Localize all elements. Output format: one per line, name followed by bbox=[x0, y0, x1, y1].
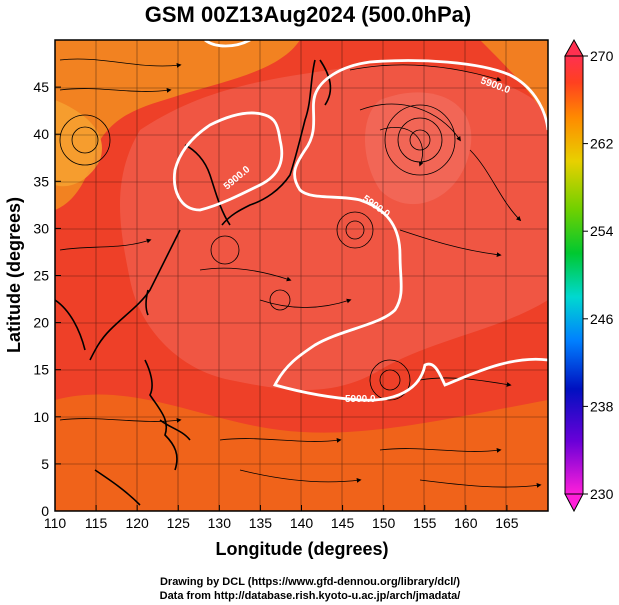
x-tick-label: 145 bbox=[331, 515, 355, 531]
y-tick-label: 30 bbox=[33, 220, 49, 236]
colorbar-top-triangle bbox=[564, 38, 584, 57]
x-tick-label: 115 bbox=[85, 515, 108, 531]
x-tick-label: 165 bbox=[495, 515, 519, 531]
streamlines bbox=[59, 58, 542, 488]
colorbar-tick-label: 270 bbox=[590, 48, 614, 64]
y-tick-label: 35 bbox=[33, 173, 49, 189]
y-tick-label: 5 bbox=[41, 456, 49, 472]
y-tick-label: 25 bbox=[33, 268, 49, 284]
y-tick-labels: 0 5 10 15 20 25 30 35 40 45 bbox=[33, 79, 49, 519]
coastlines bbox=[55, 59, 332, 506]
colorbar-bottom-triangle bbox=[564, 493, 584, 513]
y-tick-label: 0 bbox=[41, 503, 49, 519]
x-tick-label: 125 bbox=[167, 515, 191, 531]
y-tick-marks bbox=[55, 86, 61, 512]
colorbar-tick-label: 262 bbox=[590, 136, 614, 152]
x-tick-labels: 110 115 120 125 130 135 140 145 150 155 160 165 bbox=[44, 515, 519, 531]
x-tick-label: 160 bbox=[454, 515, 478, 531]
y-tick-label: 45 bbox=[33, 79, 49, 95]
x-tick-label: 120 bbox=[125, 515, 149, 531]
colorbar-gradient bbox=[564, 55, 584, 495]
x-tick-label: 150 bbox=[372, 515, 396, 531]
x-axis-title: Longitude (degrees) bbox=[215, 539, 388, 559]
x-tick-label: 140 bbox=[290, 515, 314, 531]
x-tick-label: 110 bbox=[44, 515, 67, 531]
credit-drawing: Drawing by DCL (https://www.gfd-dennou.o… bbox=[160, 576, 460, 588]
x-tick-label: 130 bbox=[208, 515, 232, 531]
colorbar-tick-label: 246 bbox=[590, 311, 614, 327]
contour-label-south: 5900.0 bbox=[345, 394, 376, 405]
y-tick-label: 10 bbox=[33, 409, 49, 425]
colorbar: 230 238 246 254 262 270 bbox=[564, 38, 614, 513]
height-contour-5900 bbox=[172, 40, 548, 402]
y-tick-label: 20 bbox=[33, 315, 49, 331]
colorbar-tick-label: 254 bbox=[590, 223, 614, 239]
y-tick-label: 40 bbox=[33, 126, 49, 142]
colorbar-tick-label: 230 bbox=[590, 486, 614, 502]
temperature-field: 5900.0 5900.0 5900.0 5900.0 bbox=[55, 40, 548, 511]
x-tick-marks bbox=[54, 505, 508, 511]
y-tick-label: 15 bbox=[33, 362, 49, 378]
colorbar-tick-label: 238 bbox=[590, 398, 614, 414]
map-title: GSM 00Z13Aug2024 (500.0hPa) bbox=[145, 2, 471, 27]
y-axis-title: Latitude (degrees) bbox=[4, 197, 24, 353]
x-tick-label: 155 bbox=[413, 515, 437, 531]
x-tick-label: 135 bbox=[249, 515, 273, 531]
credit-data: Data from http://database.rish.kyoto-u.a… bbox=[160, 590, 461, 602]
